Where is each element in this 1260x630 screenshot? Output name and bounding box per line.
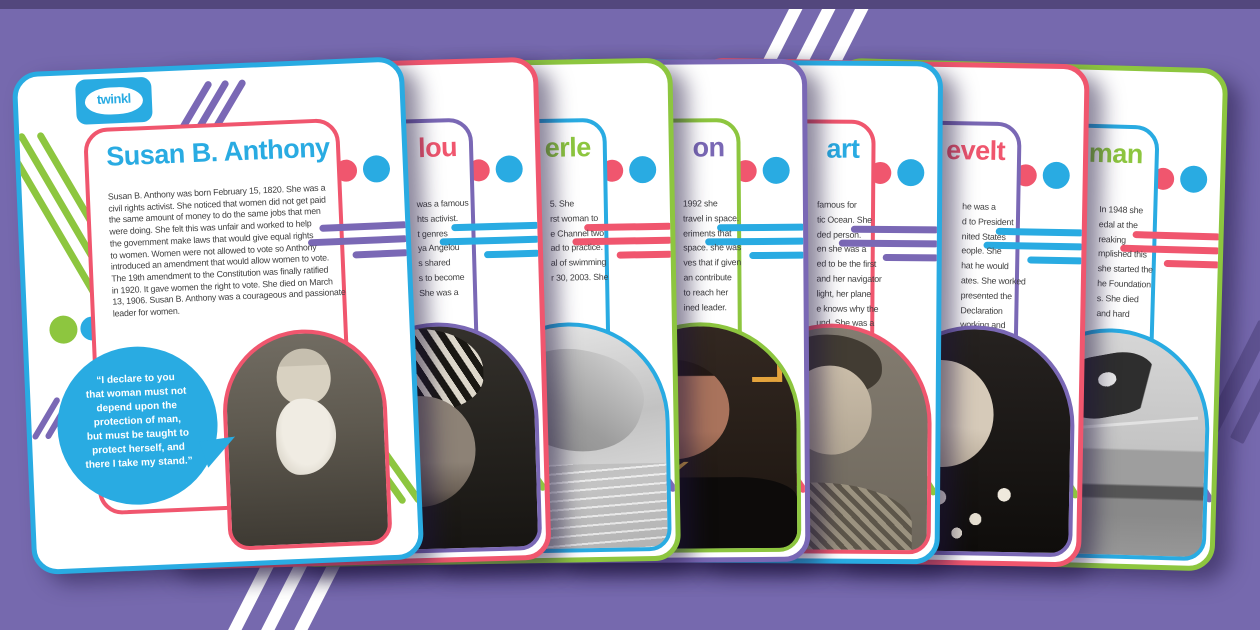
poster-body-text: 1992 she travel in space. eriments that … (682, 198, 742, 313)
accent-line (1163, 259, 1220, 269)
blue-dot-decoration (1179, 165, 1208, 194)
poster-body-text: famous for tic Ocean. She ded person. en… (816, 199, 882, 329)
blue-dot-decoration (628, 155, 657, 184)
accent-line (749, 251, 806, 260)
quote-text: “I declare to you that woman must not de… (85, 372, 193, 471)
photo-detail (751, 339, 783, 383)
twinkl-logo-text: twinkl (96, 90, 132, 108)
poster-body-text: 5. She rst woman to e Channel two ad to … (549, 198, 609, 283)
poster-title-fragment: art (826, 133, 860, 164)
poster-card-susan-b-anthony: twinkl Susan B. Anthony Susan B. Anthony… (11, 56, 425, 576)
poster-body-text: he was a d to President nited States eop… (960, 201, 1026, 331)
blue-dot-decoration (1042, 161, 1070, 190)
accent-line (352, 249, 409, 259)
poster-title-fragment: on (692, 132, 725, 163)
accent-line (616, 250, 673, 259)
top-bar-decoration (0, 0, 1260, 9)
blue-dot-decoration (362, 154, 391, 183)
poster-title-fragment: man (1088, 137, 1144, 170)
poster-body-text: In 1948 she edal at the reaking mplished… (1096, 204, 1153, 319)
blue-dot-decoration (495, 155, 524, 183)
accent-line (483, 249, 541, 259)
poster-body-text: was a famous hts activist. t genres ya A… (416, 197, 469, 298)
blue-dot-decoration (762, 156, 790, 184)
blue-dot-decoration (897, 159, 925, 187)
accent-line (1027, 256, 1084, 265)
poster-body-text: Susan B. Anthony was born February 15, 1… (107, 182, 346, 319)
accent-line (882, 253, 939, 262)
poster-title-fragment: evelt (945, 134, 1006, 167)
green-dot-decoration (48, 315, 79, 345)
seated-woman-portrait-photo (219, 326, 393, 551)
twinkl-logo: twinkl (74, 76, 153, 125)
poster-title-fragment: erle (544, 132, 592, 163)
poster-title-fragment: lou (417, 131, 458, 164)
